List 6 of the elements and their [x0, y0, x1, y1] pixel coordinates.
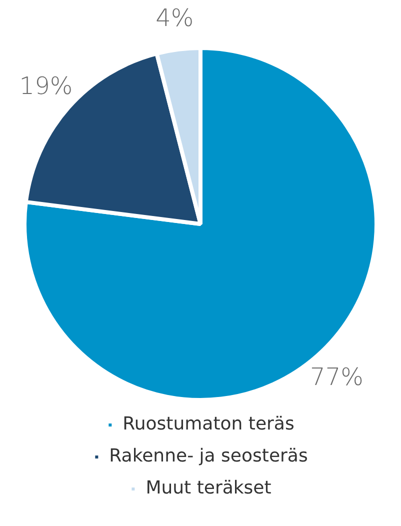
legend-label: Muut teräkset	[146, 478, 272, 499]
data-label: 19%	[19, 72, 73, 100]
data-label: 77%	[310, 362, 364, 391]
legend-label: Ruostumaton teräs	[122, 414, 294, 435]
legend-label: Rakenne- ja seosteräs	[109, 446, 308, 467]
data-label: 4%	[156, 4, 194, 32]
